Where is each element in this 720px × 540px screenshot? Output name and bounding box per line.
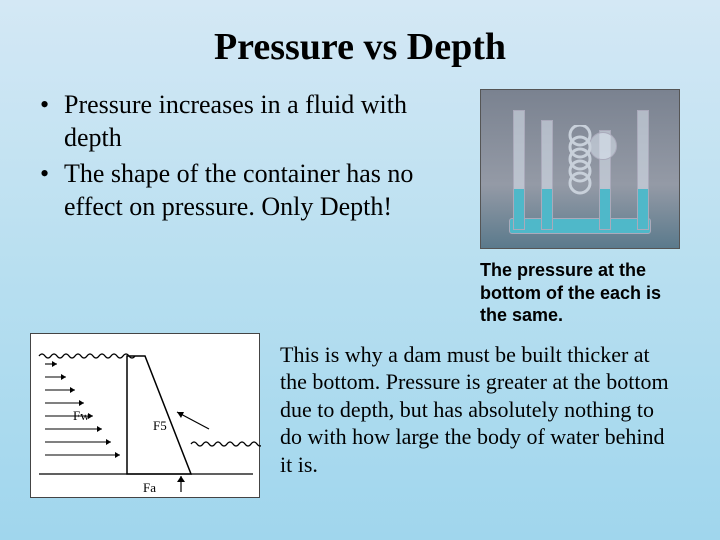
bottom-row: Fw F5 Fa This is why a dam must be built t… [40,333,680,498]
svg-text:Fw: Fw [73,408,90,423]
pascals-vases-photo [480,89,680,249]
explanation-text: This is why a dam must be built thicker … [280,333,680,479]
dam-svg: Fw F5 Fa [31,334,261,499]
bullet-list: Pressure increases in a fluid with depth… [40,89,460,227]
photo-caption: The pressure at the bottom of the each i… [480,259,680,327]
dam-diagram: Fw F5 Fa [30,333,260,498]
bullet-item: The shape of the container has no effect… [40,158,460,223]
bullet-item: Pressure increases in a fluid with depth [40,89,460,154]
photo-block: The pressure at the bottom of the each i… [480,89,680,327]
svg-text:F5: F5 [153,418,167,433]
page-title: Pressure vs Depth [40,25,680,69]
svg-text:Fa: Fa [143,480,156,495]
content-row: Pressure increases in a fluid with depth… [40,89,680,327]
